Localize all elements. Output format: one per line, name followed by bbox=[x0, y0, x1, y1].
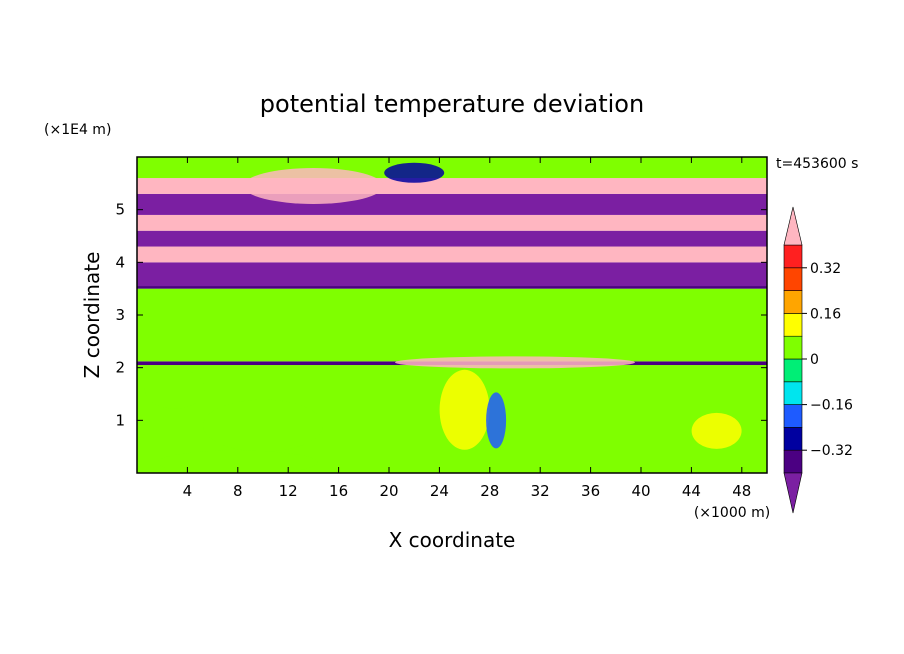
x-unit-label: (×1000 m) bbox=[694, 505, 770, 521]
x-tick-label: 8 bbox=[233, 482, 243, 500]
heatmap-layer-9 bbox=[137, 178, 767, 194]
heatmap-feature-0 bbox=[203, 399, 323, 452]
x-tick-label: 16 bbox=[329, 482, 348, 500]
heatmap-layer-2 bbox=[137, 288, 767, 362]
time-label: t=453600 s bbox=[776, 156, 858, 172]
colorbar-segment bbox=[783, 290, 803, 314]
colorbar-segment bbox=[783, 404, 803, 428]
heatmap-feature-7 bbox=[384, 162, 445, 183]
x-axis-label: X coordinate bbox=[389, 528, 516, 552]
x-tick-label: 28 bbox=[480, 482, 499, 500]
colorbar-segment bbox=[783, 358, 803, 383]
y-unit-label: (×1E4 m) bbox=[44, 122, 111, 138]
colorbar-tick-label: 0 bbox=[810, 352, 819, 368]
heatmap-layer-4 bbox=[137, 262, 767, 287]
y-tick-label: 4 bbox=[115, 253, 125, 271]
heatmap-feature-4 bbox=[691, 412, 742, 449]
heatmap-layer-3 bbox=[137, 286, 767, 289]
x-tick-label: 36 bbox=[581, 482, 600, 500]
colorbar-tick-label: −0.32 bbox=[810, 443, 853, 459]
y-axis-label: Z coordinate bbox=[80, 252, 104, 379]
colorbar-segment bbox=[783, 449, 803, 474]
heatmap-field bbox=[137, 157, 767, 473]
colorbar-segment bbox=[783, 427, 803, 451]
colorbar-segment bbox=[783, 335, 803, 360]
y-tick-label: 2 bbox=[115, 359, 125, 377]
heatmap-feature-1 bbox=[439, 369, 490, 450]
x-tick-label: 12 bbox=[279, 482, 298, 500]
heatmap-feature-8 bbox=[157, 450, 318, 473]
colorbar-tick-label: 0.16 bbox=[810, 306, 841, 322]
x-tick-label: 20 bbox=[379, 482, 398, 500]
x-axis: 4 8 12 16 20 24 28 32 36 40 44 48 bbox=[183, 157, 751, 500]
chart-title: potential temperature deviation bbox=[260, 90, 644, 118]
colorbar-extend-top bbox=[783, 206, 803, 246]
x-tick-label: 24 bbox=[430, 482, 449, 500]
heatmap-feature-6 bbox=[243, 167, 384, 204]
heatmap-layer-10 bbox=[137, 157, 767, 179]
x-tick-label: 44 bbox=[682, 482, 701, 500]
x-tick-label: 40 bbox=[631, 482, 650, 500]
colorbar-tick-label: 0.32 bbox=[810, 261, 841, 277]
heatmap-layer-5 bbox=[137, 246, 767, 263]
heatmap-layer-7 bbox=[137, 214, 767, 231]
colorbar-segment bbox=[783, 381, 803, 405]
y-tick-label: 1 bbox=[115, 411, 125, 429]
colorbar-segment bbox=[783, 313, 803, 337]
colorbar-segment bbox=[783, 244, 803, 269]
y-tick-label: 5 bbox=[115, 201, 125, 219]
x-tick-label: 32 bbox=[531, 482, 550, 500]
y-tick-label: 3 bbox=[115, 306, 125, 324]
colorbar-extend-bottom bbox=[783, 472, 803, 514]
y-axis: 1 2 3 4 5 bbox=[115, 201, 767, 429]
heatmap-feature-3 bbox=[144, 368, 205, 409]
heatmap-layer-6 bbox=[137, 230, 767, 247]
heatmap-feature-5 bbox=[395, 356, 635, 369]
x-tick-label: 48 bbox=[732, 482, 751, 500]
heatmap-layer-8 bbox=[137, 193, 767, 215]
colorbar-tick-label: −0.16 bbox=[810, 398, 853, 414]
heatmap-feature-2 bbox=[486, 392, 507, 449]
colorbar: 0.32 0.16 0 −0.16 −0.32 bbox=[783, 206, 853, 514]
colorbar-segment bbox=[783, 267, 803, 291]
x-tick-label: 4 bbox=[183, 482, 193, 500]
